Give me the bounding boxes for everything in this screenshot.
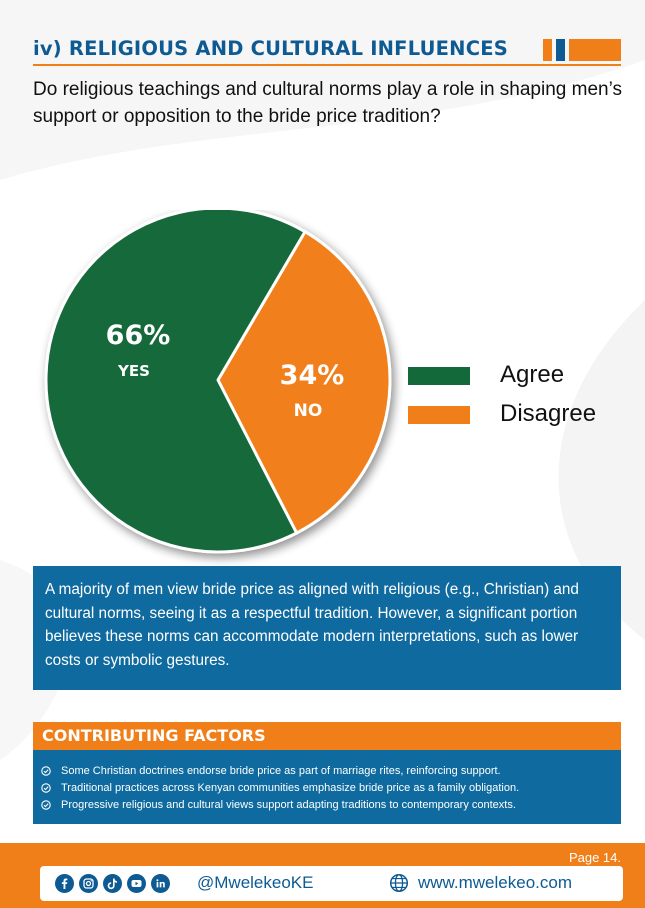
legend-swatch-agree: [408, 367, 470, 385]
footer-contact-bar: @MwelekeoKE www.mwelekeo.com: [40, 866, 623, 901]
contributing-factors-title: CONTRIBUTING FACTORS: [42, 726, 266, 745]
legend-item-disagree: Disagree: [408, 400, 645, 427]
summary-box: A majority of men view bride price as al…: [33, 566, 621, 690]
survey-question: Do religious teachings and cultural norm…: [33, 79, 622, 127]
factor-item: Traditional practices across Kenyan comm…: [41, 781, 621, 797]
instagram-icon[interactable]: [79, 874, 98, 893]
footer: Page 14. @MwelekeoKE: [0, 843, 645, 908]
factor-text: Traditional practices across Kenyan comm…: [61, 782, 520, 794]
section-title-bar: iv) RELIGIOUS AND CULTURAL INFLUENCES: [33, 36, 621, 66]
contributing-factors-header: CONTRIBUTING FACTORS: [33, 722, 621, 750]
factor-item: Progressive religious and cultural views…: [41, 798, 621, 814]
linkedin-icon[interactable]: [151, 874, 170, 893]
globe-icon: [389, 873, 409, 893]
check-circle-icon: [41, 800, 51, 810]
contributing-factors-list: Some Christian doctrines endorse bride p…: [33, 750, 621, 824]
tiktok-icon[interactable]: [103, 874, 122, 893]
facebook-icon[interactable]: [55, 874, 74, 893]
summary-text: A majority of men view bride price as al…: [45, 581, 579, 669]
youtube-icon[interactable]: [127, 874, 146, 893]
pie-value-label-disagree: 34%: [280, 360, 345, 391]
pie-category-label-disagree: NO: [294, 401, 323, 421]
legend-swatch-disagree: [408, 406, 470, 424]
website-link[interactable]: www.mwelekeo.com: [418, 873, 572, 892]
legend-item-agree: Agree: [408, 361, 645, 388]
check-circle-icon: [41, 783, 51, 793]
pie-value-label-agree: 66%: [106, 320, 171, 351]
factor-text: Some Christian doctrines endorse bride p…: [61, 765, 501, 777]
social-handle[interactable]: @MwelekeoKE: [197, 873, 314, 892]
check-circle-icon: [41, 766, 51, 776]
pie-category-label-agree: YES: [117, 362, 150, 380]
factor-item: Some Christian doctrines endorse bride p…: [41, 764, 621, 780]
section-title: iv) RELIGIOUS AND CULTURAL INFLUENCES: [33, 37, 508, 60]
legend-label-disagree: Disagree: [500, 400, 597, 427]
page-number: Page 14.: [568, 850, 621, 865]
factor-text: Progressive religious and cultural views…: [61, 799, 516, 811]
pie-slice-agree: [44, 210, 307, 554]
pie-chart: 66% YES 34% NO: [44, 210, 392, 554]
legend-label-agree: Agree: [500, 361, 565, 388]
